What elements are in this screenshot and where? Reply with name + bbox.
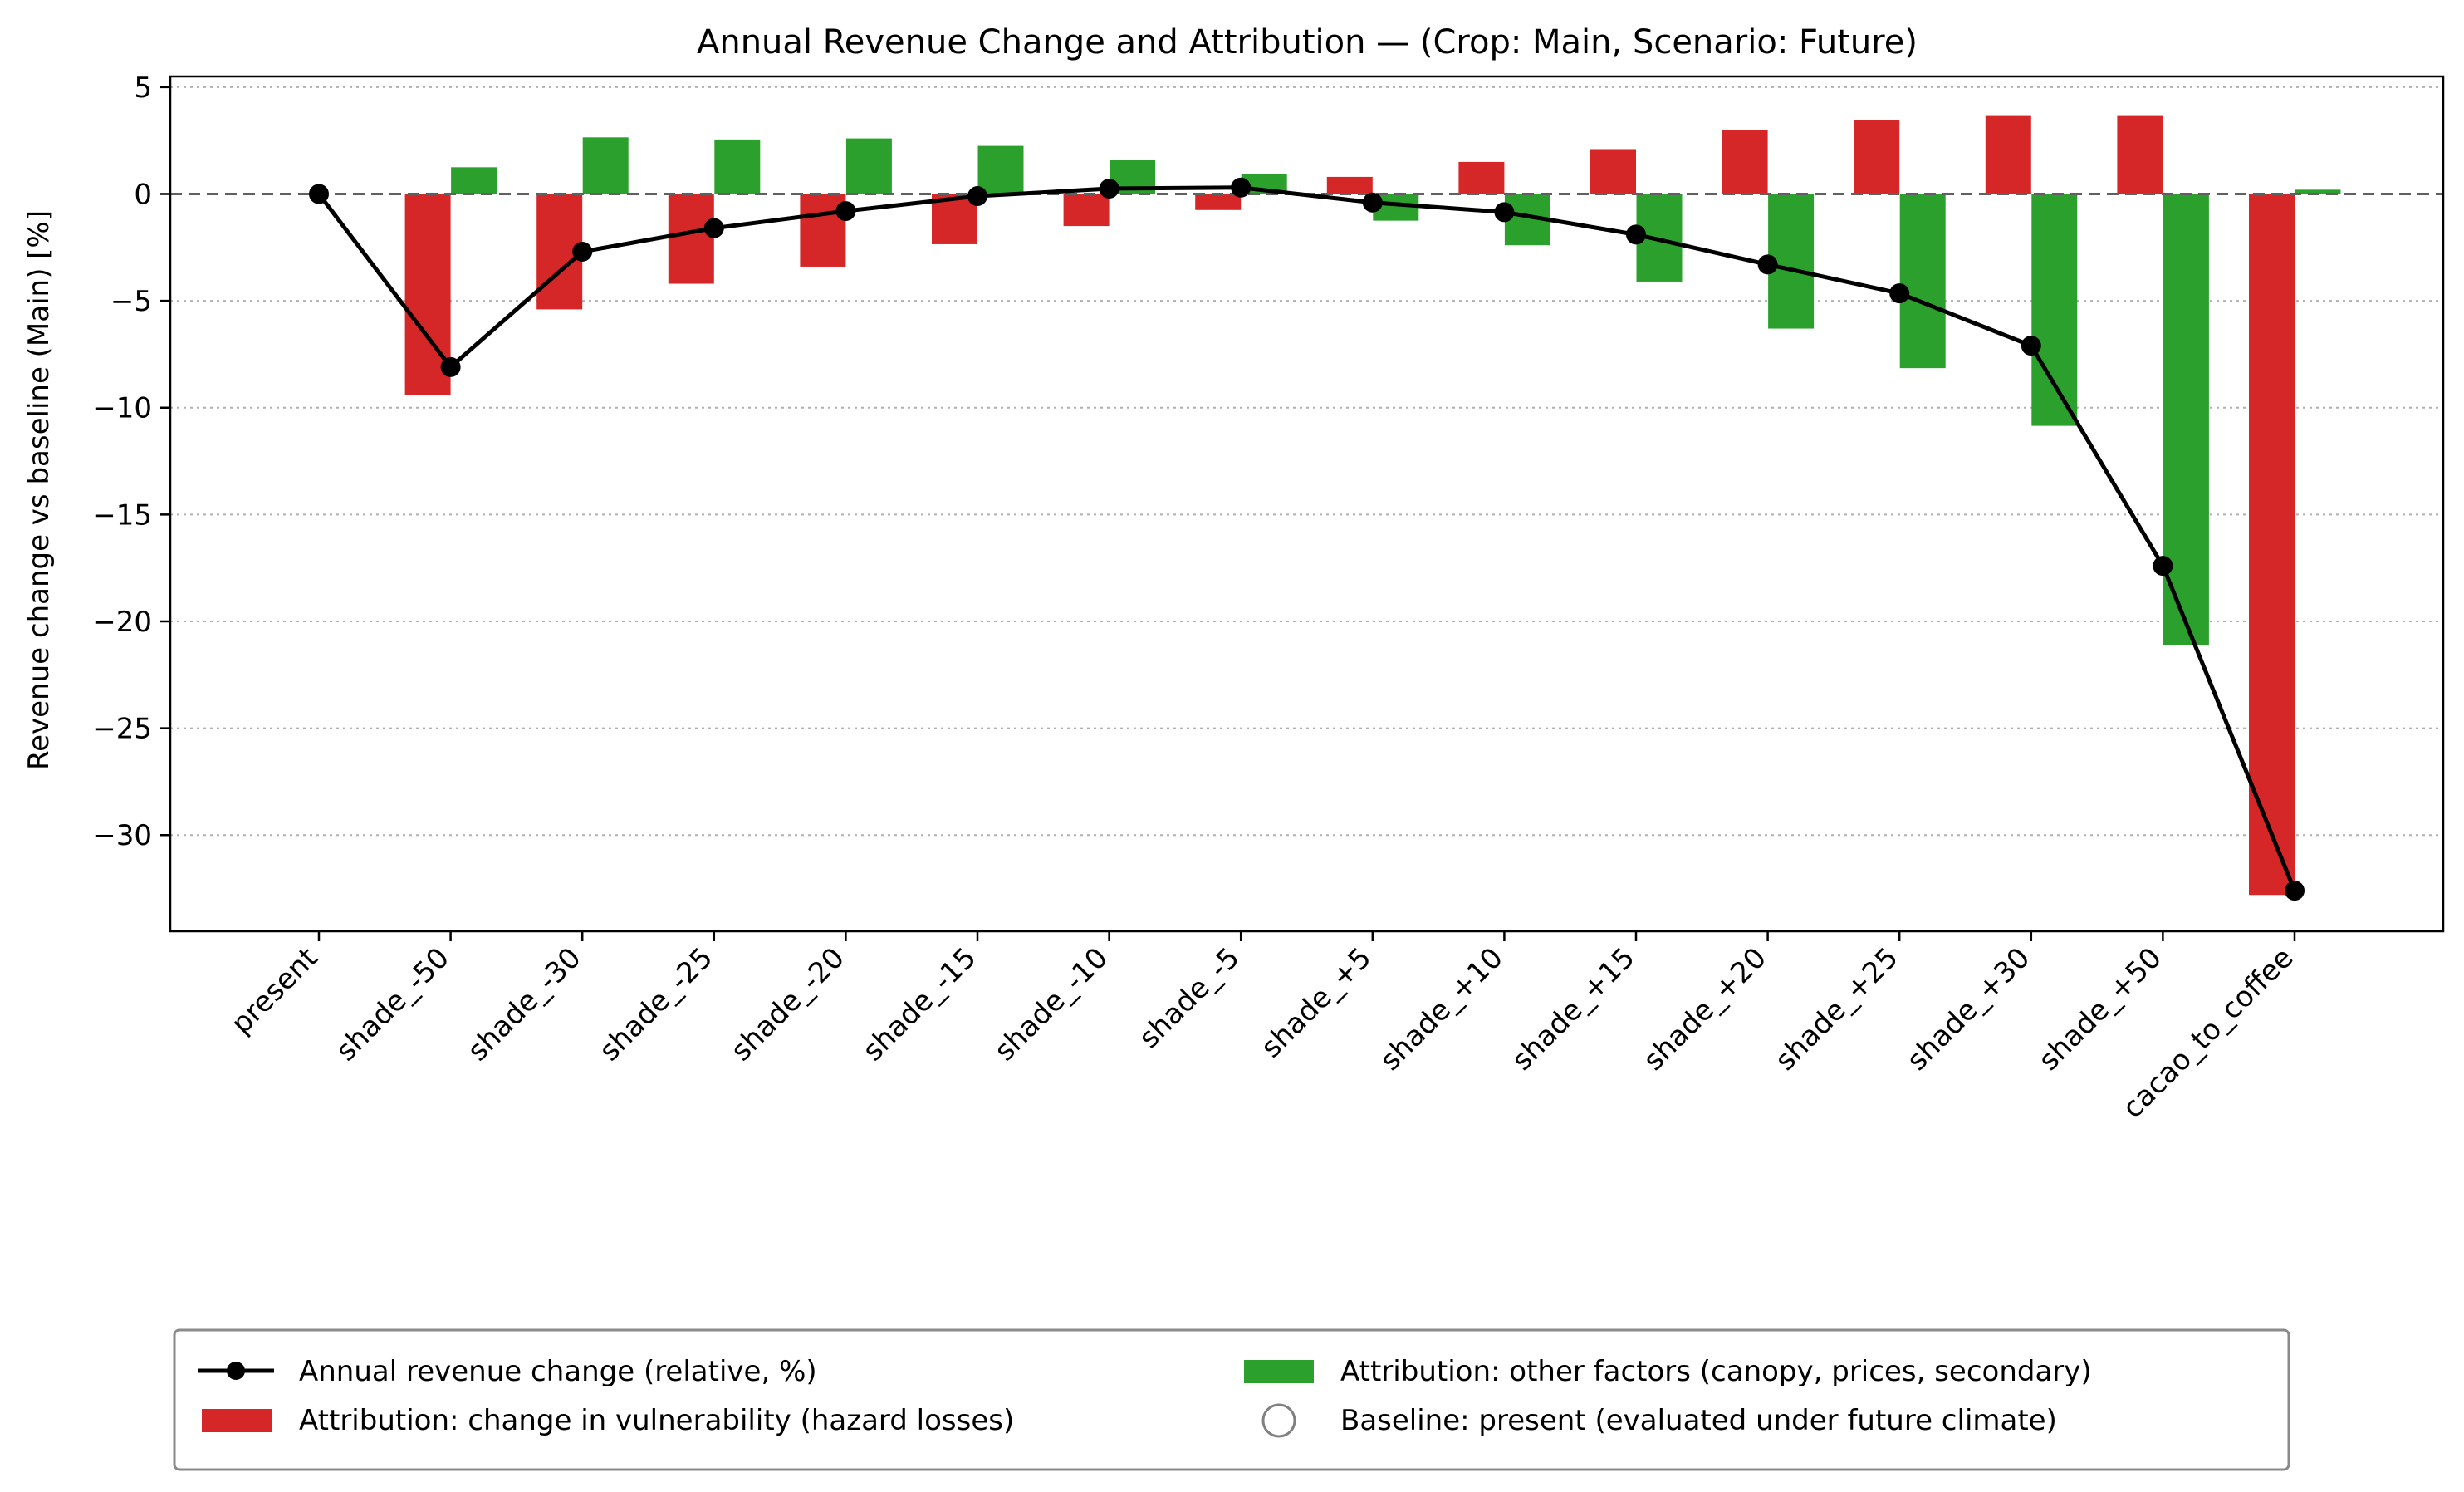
bar-other-factors [977, 145, 1024, 194]
bar-vulnerability [1854, 120, 1900, 194]
revenue-point [1362, 192, 1383, 213]
axes [169, 75, 2445, 933]
legend-label-baseline: Baseline: present (evaluated under futur… [1340, 1404, 2057, 1437]
revenue-point [835, 201, 856, 222]
bar-other-factors [2295, 189, 2341, 194]
legend-label-vulnerability: Attribution: change in vulnerability (ha… [299, 1404, 1014, 1437]
revenue-point [440, 356, 461, 377]
bar-other-factors [845, 138, 892, 194]
revenue-line [309, 177, 2305, 901]
bar-vulnerability [1195, 194, 1242, 210]
revenue-point [1626, 224, 1646, 245]
revenue-point [309, 184, 329, 204]
legend-swatch-vulnerability [202, 1409, 272, 1432]
legend-label-revenue: Annual revenue change (relative, %) [299, 1355, 817, 1388]
y-tick-label: −10 [92, 392, 152, 425]
y-tick-label: −30 [92, 819, 152, 852]
revenue-point [572, 241, 593, 262]
revenue-line-path [317, 185, 2297, 892]
legend: Annual revenue change (relative, %) Attr… [173, 1328, 2290, 1471]
bar-other-factors [2163, 194, 2209, 645]
revenue-point [2153, 556, 2173, 577]
legend-line-marker [227, 1362, 245, 1380]
plot-frame [169, 75, 2445, 933]
y-tick-label: −5 [110, 285, 152, 318]
revenue-point [1494, 202, 1515, 223]
bar-other-factors [582, 137, 629, 194]
revenue-point [2285, 881, 2305, 901]
legend-box [173, 1328, 2290, 1471]
bar-vulnerability [1458, 161, 1505, 194]
legend-label-other-factors: Attribution: other factors (canopy, pric… [1340, 1355, 2092, 1388]
y-axis-ticks: 5 0 −5 −10 −15 −20 −25 −30 [92, 71, 170, 852]
legend-swatch-other-factors [1244, 1360, 1314, 1383]
bar-other-factors [1899, 194, 1946, 369]
bar-vulnerability [2117, 115, 2163, 194]
bar-vulnerability [2249, 194, 2295, 896]
bar-vulnerability [1590, 149, 1636, 194]
revenue-point [1231, 177, 1252, 198]
bar-vulnerability [1326, 176, 1373, 194]
y-axis-label: Revenue change vs baseline (Main) [%] [22, 210, 56, 770]
bar-vulnerability [1722, 130, 1768, 194]
revenue-point [2021, 336, 2041, 356]
revenue-point [1099, 179, 1119, 199]
revenue-point [1757, 254, 1778, 275]
revenue-point [1889, 283, 1910, 304]
bar-vulnerability [668, 194, 714, 284]
bar-other-factors [451, 167, 497, 194]
revenue-point [967, 186, 987, 207]
y-tick-label: −15 [92, 498, 152, 532]
y-tick-label: −20 [92, 606, 152, 639]
bar-vulnerability [1063, 194, 1110, 227]
bars [404, 115, 2341, 896]
bar-other-factors [2031, 194, 2078, 426]
bar-other-factors [714, 139, 761, 194]
y-tick-label: −25 [92, 713, 152, 746]
y-tick-label: 0 [134, 178, 152, 211]
legend-baseline-marker [1261, 1403, 1296, 1438]
chart-title: Annual Revenue Change and Attribution — … [697, 23, 1918, 61]
bar-vulnerability [1985, 115, 2031, 194]
y-tick-label: 5 [134, 71, 152, 105]
revenue-point [703, 218, 724, 238]
